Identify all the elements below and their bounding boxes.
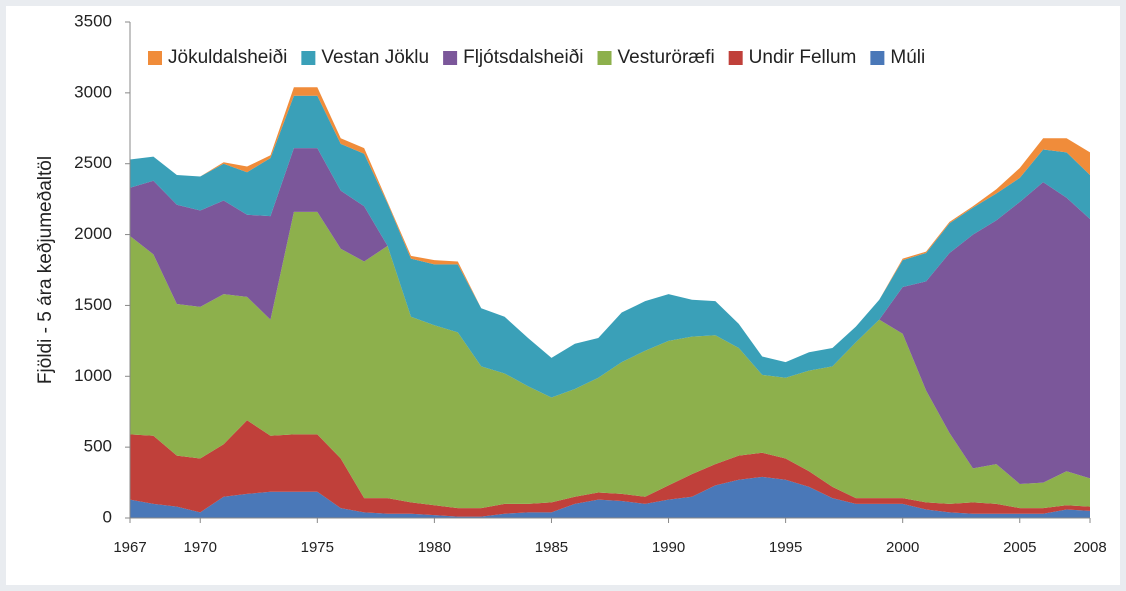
y-tick-label: 1000	[74, 366, 112, 385]
x-tick-label: 1970	[184, 539, 217, 556]
y-tick-label: 2000	[74, 224, 112, 243]
legend-label: Múli	[890, 47, 925, 68]
legend-swatch	[301, 51, 316, 65]
x-tick-label: 1995	[769, 539, 802, 556]
area	[130, 476, 1090, 518]
y-tick-label: 500	[84, 437, 112, 456]
x-tick-label: 2000	[886, 539, 919, 556]
y-tick-label: 0	[103, 507, 112, 526]
legend-label: Vesturöræfi	[618, 47, 715, 68]
x-tick-label: 1985	[535, 539, 568, 556]
y-tick-label: 1500	[74, 295, 112, 314]
y-tick-label: 3000	[74, 82, 112, 101]
y-tick-label: 3500	[74, 11, 112, 30]
legend-label: Vestan Jöklu	[321, 47, 429, 68]
legend-label: Jökuldalsheiði	[168, 47, 287, 68]
x-tick-label: 1967	[113, 539, 146, 556]
x-tick-label: 1990	[652, 539, 685, 556]
legend-label: Fljótsdalsheiði	[463, 47, 583, 68]
legend-swatch	[148, 51, 162, 65]
y-axis-label: Fjöldi - 5 ára keðjumeðaltöl	[35, 156, 56, 384]
area	[130, 211, 1090, 509]
legend-swatch	[443, 51, 458, 65]
legend-label: Undir Fellum	[749, 47, 857, 68]
legend-swatch	[870, 51, 885, 65]
x-tick-label: 1975	[301, 539, 334, 556]
area	[130, 95, 1090, 398]
legend-swatch	[728, 51, 743, 65]
area	[130, 420, 1090, 517]
x-tick-label: 2005	[1003, 539, 1036, 556]
legend-swatch	[597, 51, 612, 65]
x-tick-label: 2008	[1073, 539, 1106, 556]
area	[130, 148, 1090, 484]
y-tick-label: 2500	[74, 153, 112, 172]
x-tick-label: 1980	[418, 539, 451, 556]
